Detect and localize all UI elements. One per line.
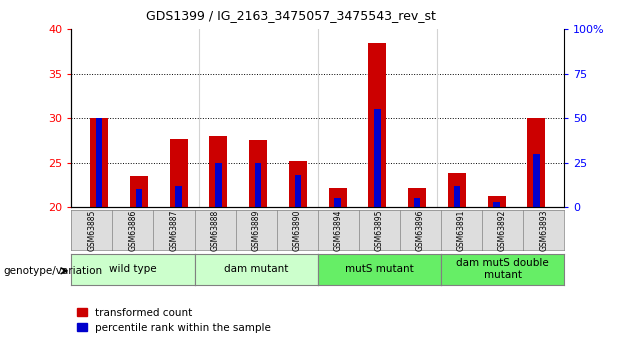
Text: GSM63888: GSM63888 [211, 210, 219, 251]
Bar [175, 186, 182, 207]
Bar [90, 118, 108, 207]
Text: wild type: wild type [109, 264, 157, 274]
Text: GSM63892: GSM63892 [498, 210, 507, 251]
Bar [96, 118, 102, 207]
Text: GSM63887: GSM63887 [169, 210, 179, 251]
Bar [488, 196, 505, 207]
Bar [255, 162, 261, 207]
Text: GSM63885: GSM63885 [87, 210, 96, 251]
Text: dam mutant: dam mutant [224, 264, 288, 274]
Bar [210, 136, 228, 207]
Bar [249, 140, 267, 207]
Text: mutS mutant: mutS mutant [345, 264, 414, 274]
Bar [215, 162, 221, 207]
Bar [335, 198, 341, 207]
Bar [294, 175, 301, 207]
Bar [130, 176, 148, 207]
Bar [408, 188, 426, 207]
Bar [170, 139, 188, 207]
Bar [528, 118, 546, 207]
Bar [494, 202, 500, 207]
Text: GSM63890: GSM63890 [293, 209, 302, 251]
Bar [533, 154, 539, 207]
Bar [136, 189, 142, 207]
Text: GSM63886: GSM63886 [128, 210, 138, 251]
Text: GSM63893: GSM63893 [539, 209, 548, 251]
Text: GSM63895: GSM63895 [375, 209, 384, 251]
Text: genotype/variation: genotype/variation [3, 266, 102, 276]
Text: GSM63889: GSM63889 [252, 210, 260, 251]
Text: GSM63894: GSM63894 [334, 209, 343, 251]
Legend: transformed count, percentile rank within the sample: transformed count, percentile rank withi… [76, 308, 271, 333]
Bar [454, 186, 460, 207]
Bar [374, 109, 381, 207]
Text: GSM63891: GSM63891 [457, 210, 466, 251]
Bar [448, 173, 466, 207]
Bar [289, 161, 307, 207]
Bar [414, 198, 420, 207]
Bar [368, 43, 386, 207]
Text: GSM63896: GSM63896 [416, 209, 425, 251]
Text: GDS1399 / IG_2163_3475057_3475543_rev_st: GDS1399 / IG_2163_3475057_3475543_rev_st [146, 9, 436, 22]
Bar [329, 188, 347, 207]
Text: dam mutS double
mutant: dam mutS double mutant [456, 258, 549, 280]
